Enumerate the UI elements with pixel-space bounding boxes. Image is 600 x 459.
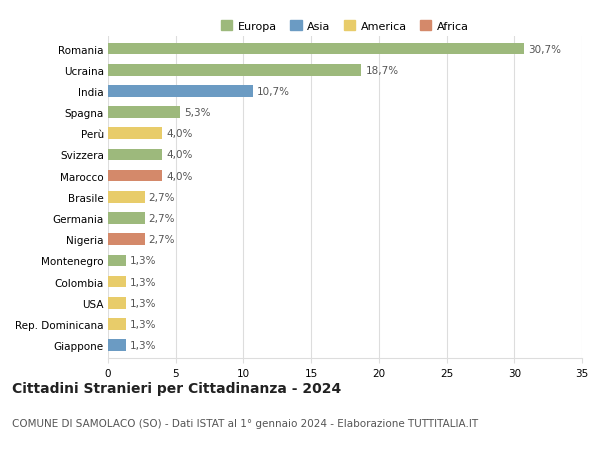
Text: Cittadini Stranieri per Cittadinanza - 2024: Cittadini Stranieri per Cittadinanza - 2… xyxy=(12,381,341,395)
Bar xyxy=(108,86,253,97)
Text: 2,7%: 2,7% xyxy=(149,235,175,245)
Bar xyxy=(108,297,125,309)
Bar xyxy=(108,149,162,161)
Text: 1,3%: 1,3% xyxy=(130,319,156,329)
Bar xyxy=(108,234,145,246)
Text: COMUNE DI SAMOLACO (SO) - Dati ISTAT al 1° gennaio 2024 - Elaborazione TUTTITALI: COMUNE DI SAMOLACO (SO) - Dati ISTAT al … xyxy=(12,418,478,428)
Text: 30,7%: 30,7% xyxy=(528,45,561,55)
Bar xyxy=(108,213,145,224)
Bar xyxy=(108,107,180,118)
Text: 2,7%: 2,7% xyxy=(149,213,175,224)
Text: 4,0%: 4,0% xyxy=(166,129,193,139)
Text: 2,7%: 2,7% xyxy=(149,192,175,202)
Bar xyxy=(108,128,162,140)
Text: 1,3%: 1,3% xyxy=(130,298,156,308)
Bar xyxy=(108,255,125,267)
Text: 18,7%: 18,7% xyxy=(365,66,398,76)
Bar xyxy=(108,340,125,351)
Text: 5,3%: 5,3% xyxy=(184,108,211,118)
Bar xyxy=(108,276,125,288)
Legend: Europa, Asia, America, Africa: Europa, Asia, America, Africa xyxy=(217,17,473,36)
Bar xyxy=(108,319,125,330)
Text: 4,0%: 4,0% xyxy=(166,150,193,160)
Bar xyxy=(108,170,162,182)
Text: 1,3%: 1,3% xyxy=(130,277,156,287)
Bar xyxy=(108,191,145,203)
Text: 4,0%: 4,0% xyxy=(166,171,193,181)
Bar xyxy=(108,44,524,55)
Text: 1,3%: 1,3% xyxy=(130,340,156,350)
Text: 10,7%: 10,7% xyxy=(257,87,290,97)
Text: 1,3%: 1,3% xyxy=(130,256,156,266)
Bar xyxy=(108,65,361,76)
